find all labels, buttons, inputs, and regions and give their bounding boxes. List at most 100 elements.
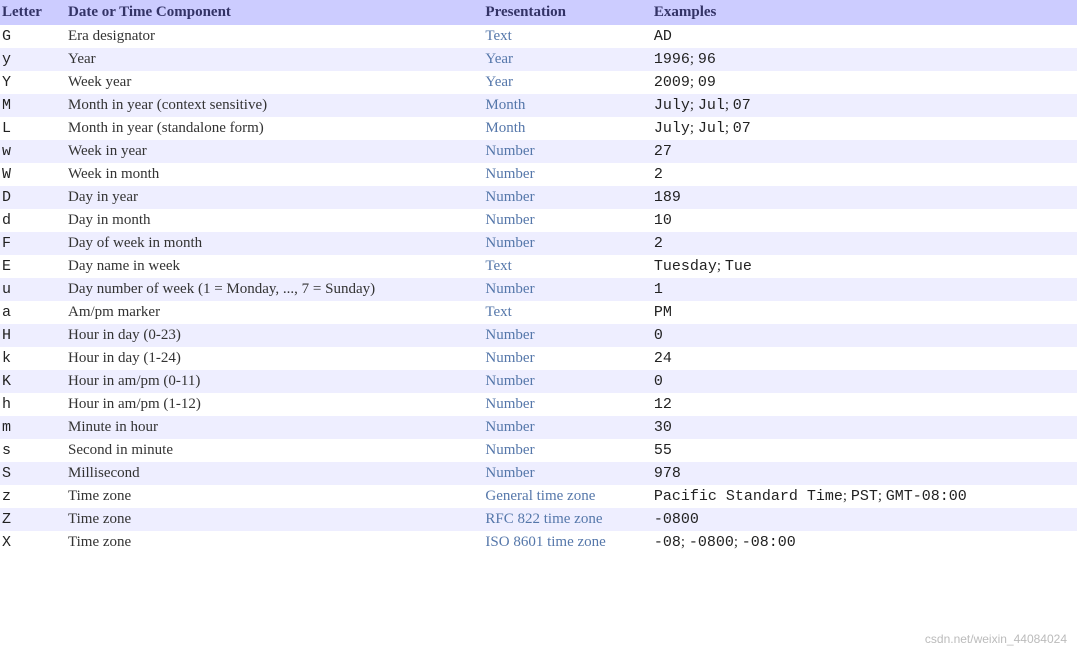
table-row: sSecond in minuteNumber 55 xyxy=(0,439,1077,462)
table-header-row: Letter Date or Time Component Presentati… xyxy=(0,0,1077,25)
table-row: mMinute in hourNumber30 xyxy=(0,416,1077,439)
table-row: SMillisecondNumber978 xyxy=(0,462,1077,485)
presentation-cell: Number xyxy=(483,324,651,347)
letter-cell: F xyxy=(0,232,66,255)
table-row: yYearYear1996; 96 xyxy=(0,48,1077,71)
presentation-link[interactable]: Text xyxy=(485,304,511,320)
presentation-link[interactable]: Number xyxy=(485,373,534,389)
presentation-cell: Text xyxy=(483,25,651,48)
presentation-link[interactable]: ISO 8601 time zone xyxy=(485,534,605,550)
presentation-cell: Number xyxy=(483,232,651,255)
presentation-link[interactable]: Number xyxy=(485,281,534,297)
letter-cell: s xyxy=(0,439,66,462)
presentation-link[interactable]: Text xyxy=(485,258,511,274)
examples-cell: 27 xyxy=(652,140,1077,163)
component-cell: Time zone xyxy=(66,485,483,508)
table-row: zTime zoneGeneral time zone Pacific Stand… xyxy=(0,485,1077,508)
presentation-link[interactable]: Number xyxy=(485,465,534,481)
presentation-link[interactable]: Month xyxy=(485,120,525,136)
presentation-cell: Number xyxy=(483,439,651,462)
presentation-cell: Number xyxy=(483,186,651,209)
letter-cell: z xyxy=(0,485,66,508)
presentation-link[interactable]: Number xyxy=(485,166,534,182)
examples-cell: 0 xyxy=(652,370,1077,393)
component-cell: Hour in day (0-23) xyxy=(66,324,483,347)
presentation-link[interactable]: Number xyxy=(485,235,534,251)
component-cell: Week year xyxy=(66,71,483,94)
presentation-link[interactable]: Month xyxy=(485,97,525,113)
examples-cell: 55 xyxy=(652,439,1077,462)
examples-cell: 189 xyxy=(652,186,1077,209)
table-row: GEra designatorText AD xyxy=(0,25,1077,48)
letter-cell: X xyxy=(0,531,66,554)
component-cell: Day of week in month xyxy=(66,232,483,255)
presentation-cell: RFC 822 time zone xyxy=(483,508,651,531)
presentation-cell: Text xyxy=(483,301,651,324)
presentation-cell: Number xyxy=(483,370,651,393)
presentation-link[interactable]: Number xyxy=(485,442,534,458)
examples-cell: AD xyxy=(652,25,1077,48)
letter-cell: E xyxy=(0,255,66,278)
table-row: FDay of week in monthNumber 2 xyxy=(0,232,1077,255)
letter-cell: Z xyxy=(0,508,66,531)
table-row: ZTime zoneRFC 822 time zone-0800 xyxy=(0,508,1077,531)
component-cell: Month in year (context sensitive) xyxy=(66,94,483,117)
component-cell: Hour in am/pm (1-12) xyxy=(66,393,483,416)
letter-cell: h xyxy=(0,393,66,416)
letter-cell: H xyxy=(0,324,66,347)
presentation-cell: Number xyxy=(483,140,651,163)
letter-cell: K xyxy=(0,370,66,393)
watermark: csdn.net/weixin_44084024 xyxy=(925,632,1067,646)
presentation-link[interactable]: Year xyxy=(485,74,513,90)
presentation-link[interactable]: Number xyxy=(485,212,534,228)
letter-cell: w xyxy=(0,140,66,163)
examples-cell: July; Jul; 07 xyxy=(652,94,1077,117)
date-format-table: Letter Date or Time Component Presentati… xyxy=(0,0,1077,554)
component-cell: Minute in hour xyxy=(66,416,483,439)
component-cell: Am/pm marker xyxy=(66,301,483,324)
component-cell: Month in year (standalone form) xyxy=(66,117,483,140)
presentation-cell: ISO 8601 time zone xyxy=(483,531,651,554)
component-cell: Day number of week (1 = Monday, ..., 7 =… xyxy=(66,278,483,301)
presentation-link[interactable]: Number xyxy=(485,189,534,205)
table-row: dDay in monthNumber10 xyxy=(0,209,1077,232)
col-presentation: Presentation xyxy=(483,0,651,25)
col-letter: Letter xyxy=(0,0,66,25)
presentation-link[interactable]: Number xyxy=(485,396,534,412)
examples-cell: Pacific Standard Time; PST; GMT-08:00 xyxy=(652,485,1077,508)
table-row: EDay name in weekTextTuesday; Tue xyxy=(0,255,1077,278)
presentation-link[interactable]: Year xyxy=(485,51,513,67)
presentation-link[interactable]: RFC 822 time zone xyxy=(485,511,602,527)
presentation-link[interactable]: General time zone xyxy=(485,488,595,504)
table-row: MMonth in year (context sensitive)MonthJ… xyxy=(0,94,1077,117)
letter-cell: W xyxy=(0,163,66,186)
examples-cell: 10 xyxy=(652,209,1077,232)
letter-cell: G xyxy=(0,25,66,48)
component-cell: Second in minute xyxy=(66,439,483,462)
presentation-link[interactable]: Text xyxy=(485,28,511,44)
presentation-cell: Number xyxy=(483,163,651,186)
component-cell: Era designator xyxy=(66,25,483,48)
presentation-link[interactable]: Number xyxy=(485,419,534,435)
table-row: WWeek in monthNumber2 xyxy=(0,163,1077,186)
table-row: aAm/pm markerTextPM xyxy=(0,301,1077,324)
component-cell: Millisecond xyxy=(66,462,483,485)
letter-cell: m xyxy=(0,416,66,439)
presentation-link[interactable]: Number xyxy=(485,350,534,366)
examples-cell: 2009; 09 xyxy=(652,71,1077,94)
examples-cell: PM xyxy=(652,301,1077,324)
component-cell: Day in year xyxy=(66,186,483,209)
presentation-cell: Number xyxy=(483,462,651,485)
presentation-cell: Year xyxy=(483,48,651,71)
component-cell: Year xyxy=(66,48,483,71)
table-row: LMonth in year (standalone form)MonthJul… xyxy=(0,117,1077,140)
letter-cell: d xyxy=(0,209,66,232)
presentation-link[interactable]: Number xyxy=(485,327,534,343)
presentation-cell: Number xyxy=(483,393,651,416)
examples-cell: 24 xyxy=(652,347,1077,370)
letter-cell: u xyxy=(0,278,66,301)
table-row: kHour in day (1-24)Number24 xyxy=(0,347,1077,370)
component-cell: Day name in week xyxy=(66,255,483,278)
examples-cell: 2 xyxy=(652,232,1077,255)
presentation-link[interactable]: Number xyxy=(485,143,534,159)
